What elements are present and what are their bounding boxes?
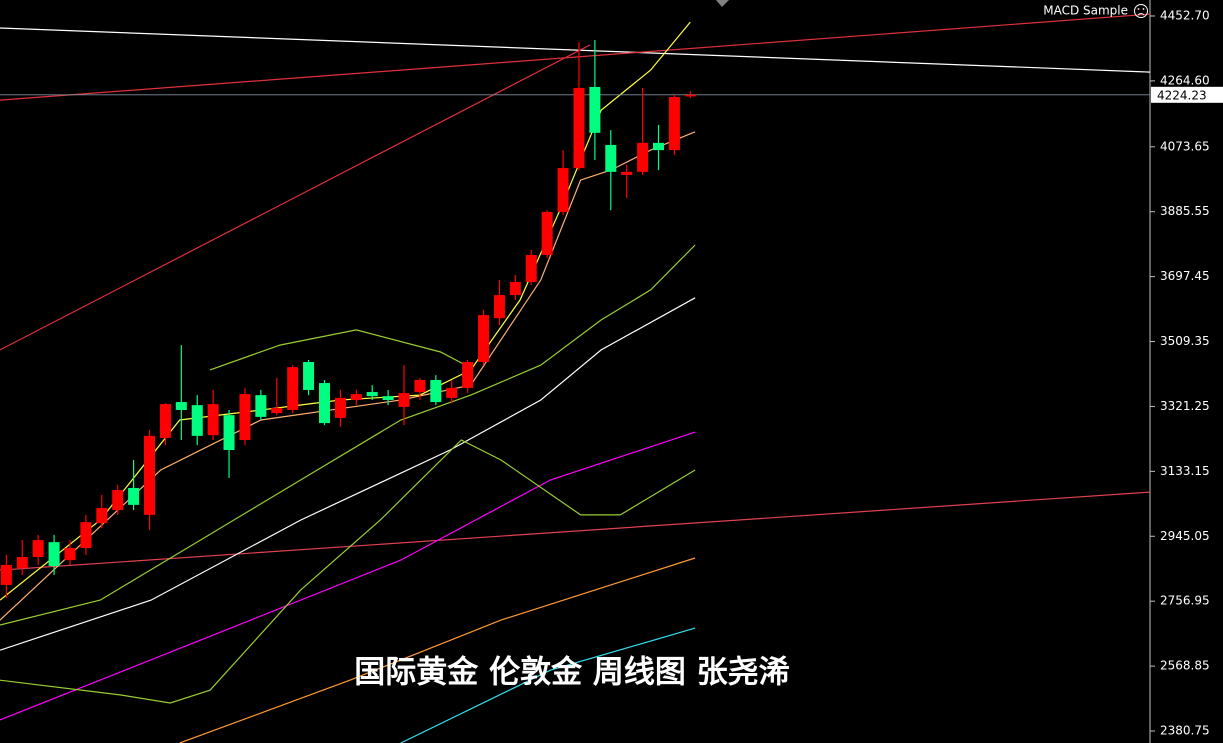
y-tick-label: 3133.15 [1160, 464, 1210, 478]
y-tick-label: 4073.65 [1160, 139, 1210, 153]
y-tick-label: 2380.75 [1160, 724, 1210, 738]
current-price-box [1151, 86, 1223, 103]
candle-body [16, 556, 28, 569]
indicator-line [0, 244, 696, 626]
indicator-label: MACD Sample [1043, 4, 1128, 18]
candle-body [653, 142, 665, 151]
indicator-line [0, 44, 591, 351]
candle-body [493, 295, 505, 319]
candle-body [621, 171, 633, 175]
indicator-line [209, 329, 472, 371]
indicator-line [0, 297, 696, 651]
candle-body [334, 397, 346, 418]
candle-body [637, 142, 649, 172]
candle-body [144, 435, 156, 515]
candle-body [398, 393, 410, 407]
indicator-line [179, 557, 696, 743]
candle-body [303, 362, 315, 390]
candle-body [509, 281, 521, 296]
indicator-line [0, 13, 1151, 101]
candle-body [350, 394, 362, 400]
candle-body [191, 405, 203, 436]
candle-body [80, 522, 92, 549]
y-tick-label: 3697.45 [1160, 269, 1210, 283]
candle-body [255, 395, 267, 417]
candle-body [478, 315, 490, 363]
candle-body [32, 540, 44, 557]
candle-body [175, 402, 187, 410]
y-tick-label: 2945.05 [1160, 529, 1210, 543]
period-marker [716, 0, 729, 7]
candle-body [589, 86, 601, 133]
candle-body [684, 94, 696, 97]
candle-body [207, 404, 219, 436]
candle-body [414, 379, 426, 393]
candle-body [159, 404, 171, 438]
candle-body [239, 394, 251, 441]
candle-body [48, 542, 60, 566]
candle-body [382, 396, 394, 400]
indicator-line [0, 431, 696, 721]
candle-body [287, 367, 299, 410]
candle-body [557, 168, 569, 212]
current-price-label: 4224.23 [1157, 88, 1207, 102]
indicator-status-icon [1134, 4, 1148, 18]
candle-body [318, 383, 330, 424]
indicator-line [400, 627, 696, 743]
candle-body [525, 255, 537, 282]
indicator-line [0, 131, 696, 621]
candle-body [573, 88, 585, 169]
candle-body [462, 362, 474, 388]
candle-body [605, 144, 617, 172]
candle-body [64, 548, 76, 561]
candle-body [430, 379, 442, 403]
indicator-line [0, 491, 1151, 571]
y-tick-label: 4264.60 [1160, 73, 1210, 87]
candle-body [271, 407, 283, 414]
y-tick-label: 3321.25 [1160, 399, 1210, 413]
y-tick-label: 2568.85 [1160, 659, 1210, 673]
candle-body [366, 392, 378, 397]
candle-body [223, 415, 235, 451]
caption: 国际黄金 伦敦金 周线图 张尧浠 [354, 655, 789, 691]
y-tick-label: 3885.55 [1160, 204, 1210, 218]
candle-body [128, 487, 140, 505]
y-tick-label: 3509.35 [1160, 334, 1210, 348]
candle-body [446, 387, 458, 398]
indicator-line [0, 27, 1151, 73]
candle-body [0, 564, 12, 585]
y-tick-label: 2756.95 [1160, 594, 1210, 608]
candle-body [541, 211, 553, 256]
candle-body [112, 490, 124, 511]
y-tick-label: 4452.70 [1160, 8, 1210, 22]
indicator-line [0, 439, 696, 704]
candle-body [668, 96, 680, 151]
candle-body [96, 507, 108, 524]
plot-area [0, 13, 1151, 743]
